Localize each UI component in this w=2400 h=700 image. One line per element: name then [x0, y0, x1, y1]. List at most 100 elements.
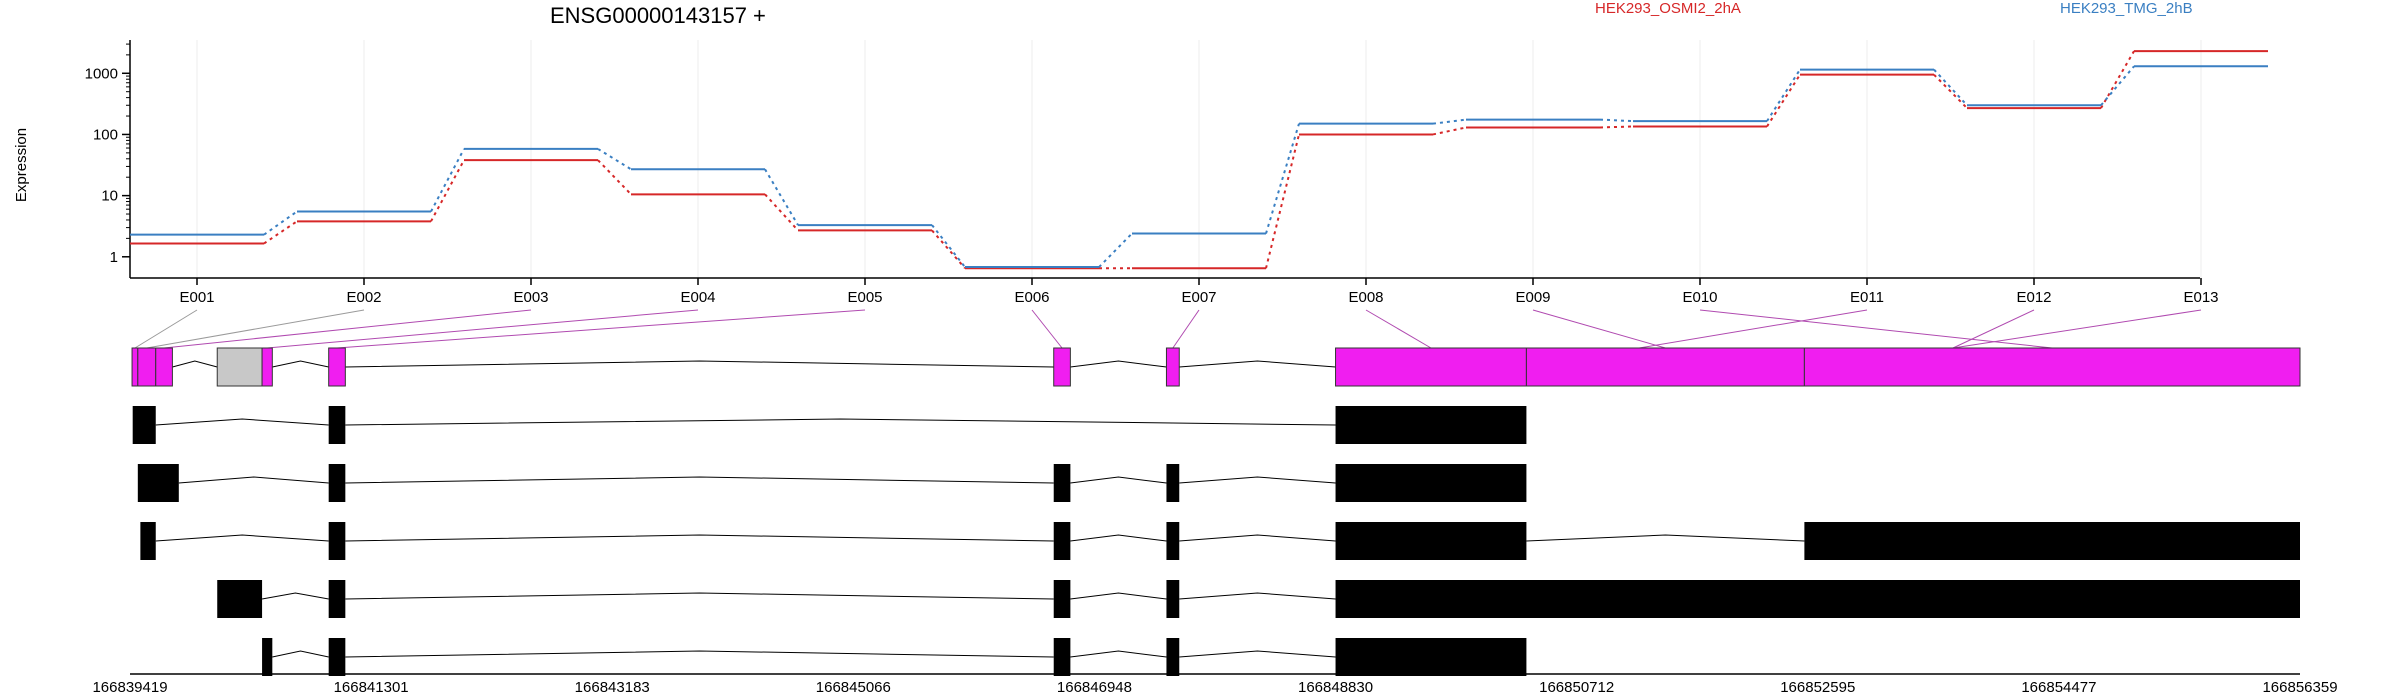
transcript-tracks	[132, 406, 2300, 676]
transcript-exon	[1053, 464, 1071, 502]
transcript-intron	[178, 476, 329, 484]
series-connector	[1766, 74, 1801, 128]
gene-model-intron	[345, 360, 1054, 368]
series-connector	[1766, 69, 1801, 122]
genomic-tick-label: 166850712	[1539, 679, 1614, 696]
genomic-tick-label: 166848830	[1298, 679, 1373, 696]
transcript-exon	[1335, 522, 1527, 560]
transcript-exon	[328, 522, 346, 560]
y-tick-label: 1000	[85, 65, 118, 82]
series-connector	[597, 159, 632, 196]
gene-model-exon-e004	[261, 347, 273, 387]
series-connector	[931, 224, 966, 268]
exon-connector	[336, 309, 866, 349]
transcript-exon	[1053, 580, 1071, 618]
y-tick-label: 1	[110, 249, 118, 266]
series-connector	[430, 148, 465, 212]
transcript-exon	[1335, 406, 1527, 444]
series-connector	[2100, 65, 2135, 106]
gene-model-exon-e006	[1053, 347, 1071, 387]
transcript-intron	[155, 418, 329, 426]
transcript-intron	[1070, 592, 1167, 600]
transcript-intron	[155, 534, 329, 542]
genomic-tick-label: 166843183	[575, 679, 650, 696]
transcript-exon	[1166, 638, 1180, 676]
x-tick-label-e003: E003	[513, 289, 548, 306]
genomic-tick-label: 166845066	[816, 679, 891, 696]
series-connector	[931, 229, 966, 269]
transcript-intron	[345, 592, 1054, 600]
genomic-tick-label: 166839419	[92, 679, 167, 696]
transcript-exon	[1053, 522, 1071, 560]
legend-entry-tmg: HEK293_TMG_2hB	[2060, 0, 2193, 17]
series-connector	[1933, 73, 1968, 109]
transcript-row	[132, 406, 1527, 444]
series-connector	[263, 220, 298, 245]
series-connector	[764, 168, 799, 226]
series-connector	[263, 210, 298, 236]
y-tick-label: 10	[101, 188, 118, 205]
exon-connector	[164, 309, 532, 349]
x-tick-label-e001: E001	[179, 289, 214, 306]
series-connector	[1933, 68, 1968, 106]
genomic-coordinate-axis: 166839419 166841301 166843183 166845066 1668…	[92, 673, 2338, 696]
exon-connector-lines	[134, 309, 2202, 349]
gene-model-intron	[1070, 360, 1167, 368]
series-connector	[764, 193, 799, 232]
transcript-intron	[1179, 592, 1336, 600]
transcript-exon	[328, 638, 346, 676]
exon-connector	[1639, 309, 1868, 349]
transcript-exon	[328, 580, 346, 618]
transcript-exon	[132, 406, 156, 444]
transcript-intron	[345, 650, 1054, 658]
exon-connector	[1365, 309, 1432, 349]
transcript-exon	[328, 406, 346, 444]
expression-plot-area: 1 10 100 1000 E001 E002 E003 E004 E005 E006 E007 E0…	[85, 40, 2268, 306]
transcript-intron	[261, 592, 329, 600]
y-tick-label: 100	[93, 126, 118, 143]
x-tick-label-e013: E013	[2183, 289, 2218, 306]
transcript-intron	[1179, 650, 1336, 658]
series-connector	[1599, 125, 1634, 129]
transcript-intron	[1070, 534, 1167, 542]
exon-connector	[1172, 309, 1200, 349]
x-tick-label-e008: E008	[1348, 289, 1383, 306]
x-tick-label-e005: E005	[847, 289, 882, 306]
x-tick-label-e011: E011	[1850, 289, 1884, 306]
gene-model-exon-e010	[1803, 347, 2301, 387]
gene-model-exon-excl1	[216, 347, 263, 387]
series-connector	[430, 159, 465, 222]
gene-model-exon-e001	[131, 347, 139, 387]
y-axis-label: Expression	[13, 128, 30, 202]
x-tick-label-e006: E006	[1014, 289, 1049, 306]
transcript-intron	[272, 650, 329, 658]
x-tick-label-e004: E004	[680, 289, 715, 306]
gene-model-exon-e008	[1335, 347, 1527, 387]
transcript-intron	[345, 418, 1336, 426]
transcript-row	[217, 580, 2300, 618]
transcript-intron	[345, 534, 1054, 542]
exon-connector	[1532, 309, 1666, 349]
exon-connector	[146, 309, 365, 349]
exon-connector	[1952, 309, 2035, 349]
exon-connector	[267, 309, 699, 349]
transcript-exon	[1335, 464, 1527, 502]
series-connector	[1265, 123, 1300, 234]
transcript-exon	[262, 638, 273, 676]
series-connector	[1432, 126, 1467, 136]
transcript-exon	[137, 464, 179, 502]
transcript-exon	[140, 522, 156, 560]
transcript-intron	[1179, 534, 1336, 542]
gene-model-exon-e003	[155, 347, 173, 387]
transcript-intron	[1179, 476, 1336, 484]
series-osmi2	[130, 50, 2268, 270]
transcript-intron	[1526, 534, 1805, 542]
series-connector	[1265, 134, 1300, 269]
transcript-exon	[1166, 580, 1180, 618]
transcript-row	[137, 464, 1527, 502]
transcript-exon	[1166, 464, 1180, 502]
transcript-intron	[345, 476, 1054, 484]
series-connector	[1432, 118, 1467, 125]
transcript-exon	[1335, 580, 2300, 618]
